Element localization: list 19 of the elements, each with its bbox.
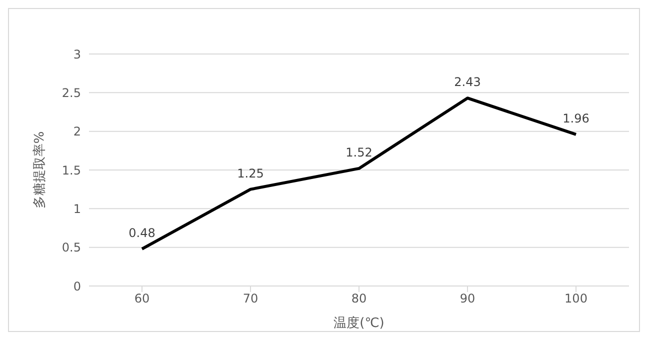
x-tick-label: 70 (242, 292, 258, 306)
y-tick-label: 1 (73, 202, 81, 216)
x-tick-label: 80 (351, 292, 367, 306)
x-tick-label: 100 (564, 292, 588, 306)
y-tick-label: 3 (73, 47, 81, 62)
data-label: 2.43 (454, 75, 481, 90)
x-axis-title: 温度(℃) (334, 315, 384, 331)
data-label: 1.96 (562, 111, 590, 126)
x-tick-label: 90 (460, 292, 476, 306)
data-label: 0.48 (128, 226, 156, 240)
y-tick-label: 2.5 (62, 86, 81, 100)
data-label: 1.52 (346, 145, 372, 160)
y-tick-label: 0.5 (62, 240, 81, 255)
y-axis-title: 多糖提取率% (32, 131, 48, 209)
data-label: 1.25 (237, 166, 264, 180)
y-tick-label: 1.5 (62, 163, 81, 178)
x-tick-label: 60 (134, 292, 150, 306)
y-tick-label: 0 (73, 279, 81, 294)
y-tick-label: 2 (73, 124, 81, 139)
